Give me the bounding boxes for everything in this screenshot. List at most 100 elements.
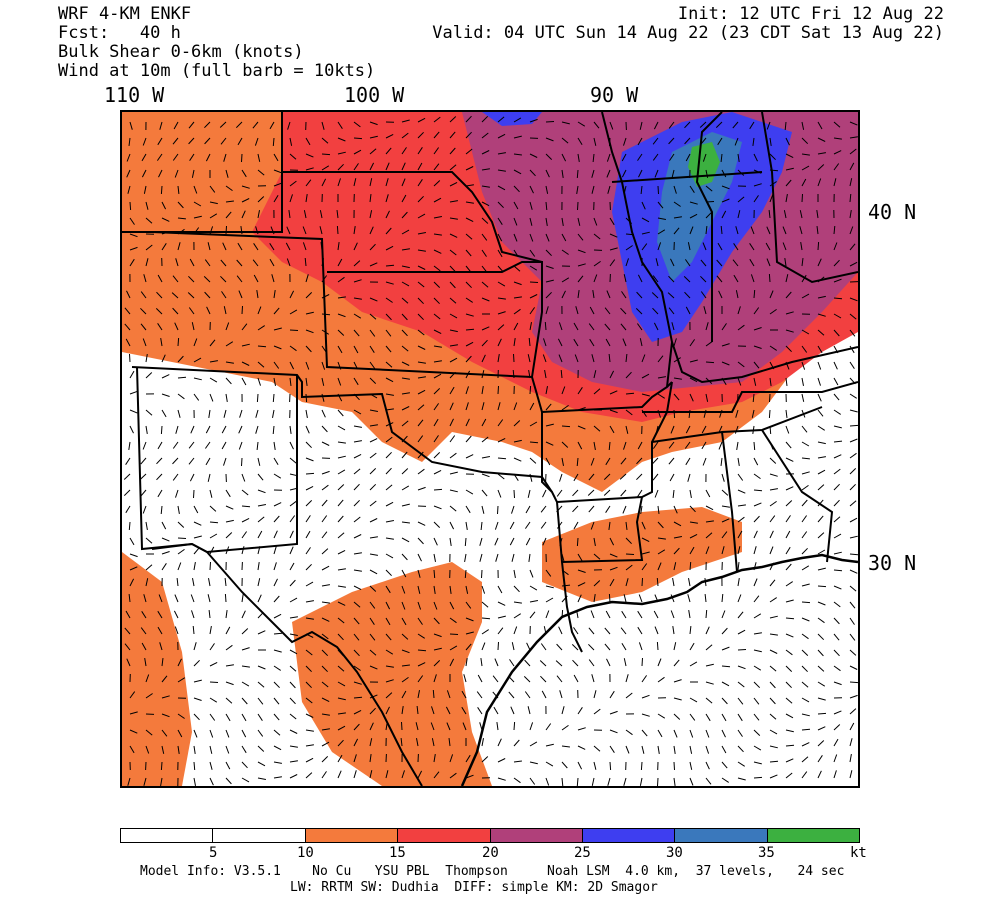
wind-barb (253, 274, 259, 283)
wind-barb (673, 536, 682, 539)
wind-barb (369, 361, 376, 369)
wind-barb (353, 569, 362, 572)
wind-barb (225, 393, 228, 402)
wind-barb (513, 153, 522, 156)
wind-barb (305, 713, 314, 718)
wind-barb (657, 185, 659, 195)
wind-barb (241, 169, 247, 178)
wind-barb (140, 627, 147, 635)
wind-barb (257, 745, 265, 752)
wind-barb (257, 196, 265, 203)
wind-barb (833, 329, 840, 337)
wind-barb (687, 242, 691, 251)
wind-barb (737, 665, 746, 670)
wind-barb (369, 377, 377, 384)
wind-barb (609, 710, 618, 715)
wind-barb (705, 489, 711, 498)
wind-barb (608, 521, 611, 530)
wind-barb (529, 385, 532, 395)
wind-barb (509, 537, 515, 546)
wind-barb (238, 290, 243, 299)
wind-barb (465, 217, 474, 223)
wind-barb (480, 658, 483, 667)
wind-barb (545, 610, 550, 619)
wind-barb (465, 418, 470, 427)
wind-barb (833, 665, 841, 672)
wind-barb (289, 597, 298, 603)
wind-barb (497, 297, 506, 300)
wind-barb (577, 153, 580, 162)
wind-barb (577, 727, 586, 731)
wind-barb (639, 121, 643, 130)
wind-barb (849, 178, 853, 187)
wind-barb (817, 755, 823, 763)
wind-barb (625, 674, 629, 683)
wind-barb (606, 290, 611, 299)
wind-barb (449, 281, 456, 289)
wind-barb (188, 121, 195, 129)
wind-barb (833, 297, 843, 300)
wind-barb (126, 658, 131, 667)
wind-barb (225, 626, 231, 635)
wind-barb (592, 153, 595, 163)
wind-barb (625, 258, 629, 267)
wind-barb (465, 643, 472, 651)
wind-barb (849, 535, 858, 539)
wind-barb (849, 617, 855, 625)
wind-barb (189, 153, 195, 161)
wind-barb (465, 265, 472, 273)
wind-barb (174, 169, 179, 178)
wind-barb (449, 131, 456, 139)
wind-barb (591, 354, 595, 363)
wind-barb (513, 338, 516, 347)
wind-barb (604, 307, 611, 315)
wind-barb (433, 521, 441, 528)
wind-barb (177, 242, 181, 251)
wind-barb (625, 353, 628, 363)
wind-barb (449, 521, 455, 530)
wind-barb (129, 566, 138, 571)
wind-barb (529, 281, 539, 283)
wind-barb (321, 633, 329, 640)
wind-barb (257, 306, 262, 315)
wind-barb (161, 675, 168, 683)
wind-barb (273, 649, 282, 653)
wind-barb (353, 681, 362, 685)
wind-barb (269, 121, 275, 130)
wind-barb (417, 601, 422, 610)
wind-barb (721, 377, 727, 386)
wind-barb (385, 361, 393, 368)
wind-barb (574, 354, 579, 363)
wind-barb (369, 162, 375, 171)
wind-barb (273, 776, 282, 779)
wind-barb (465, 184, 474, 187)
wind-barb (641, 373, 650, 379)
wind-barb (833, 454, 842, 459)
wind-barb (161, 729, 168, 737)
wind-barb (641, 657, 643, 667)
wind-barb (833, 569, 843, 572)
wind-barb (225, 713, 231, 722)
wind-barb (785, 697, 793, 704)
wind-barb (801, 361, 806, 370)
wind-barb (641, 217, 650, 223)
wind-barb (591, 169, 595, 178)
wind-barb (193, 489, 195, 499)
wind-barb (545, 201, 548, 211)
wind-barb (525, 537, 531, 546)
wind-barb (353, 696, 363, 699)
wind-barb (225, 546, 230, 555)
wind-barb (257, 562, 260, 571)
wind-barb (721, 489, 729, 496)
wind-barb (721, 665, 731, 668)
wind-barb (561, 153, 567, 162)
wind-barb (561, 425, 571, 428)
wind-barb (241, 594, 244, 603)
wind-barb (721, 593, 724, 603)
wind-barb (369, 210, 373, 219)
wind-barb (321, 741, 330, 747)
wind-barb (124, 307, 131, 315)
wind-barb (657, 229, 666, 235)
wind-barb (305, 649, 313, 656)
wind-barb (449, 116, 457, 123)
